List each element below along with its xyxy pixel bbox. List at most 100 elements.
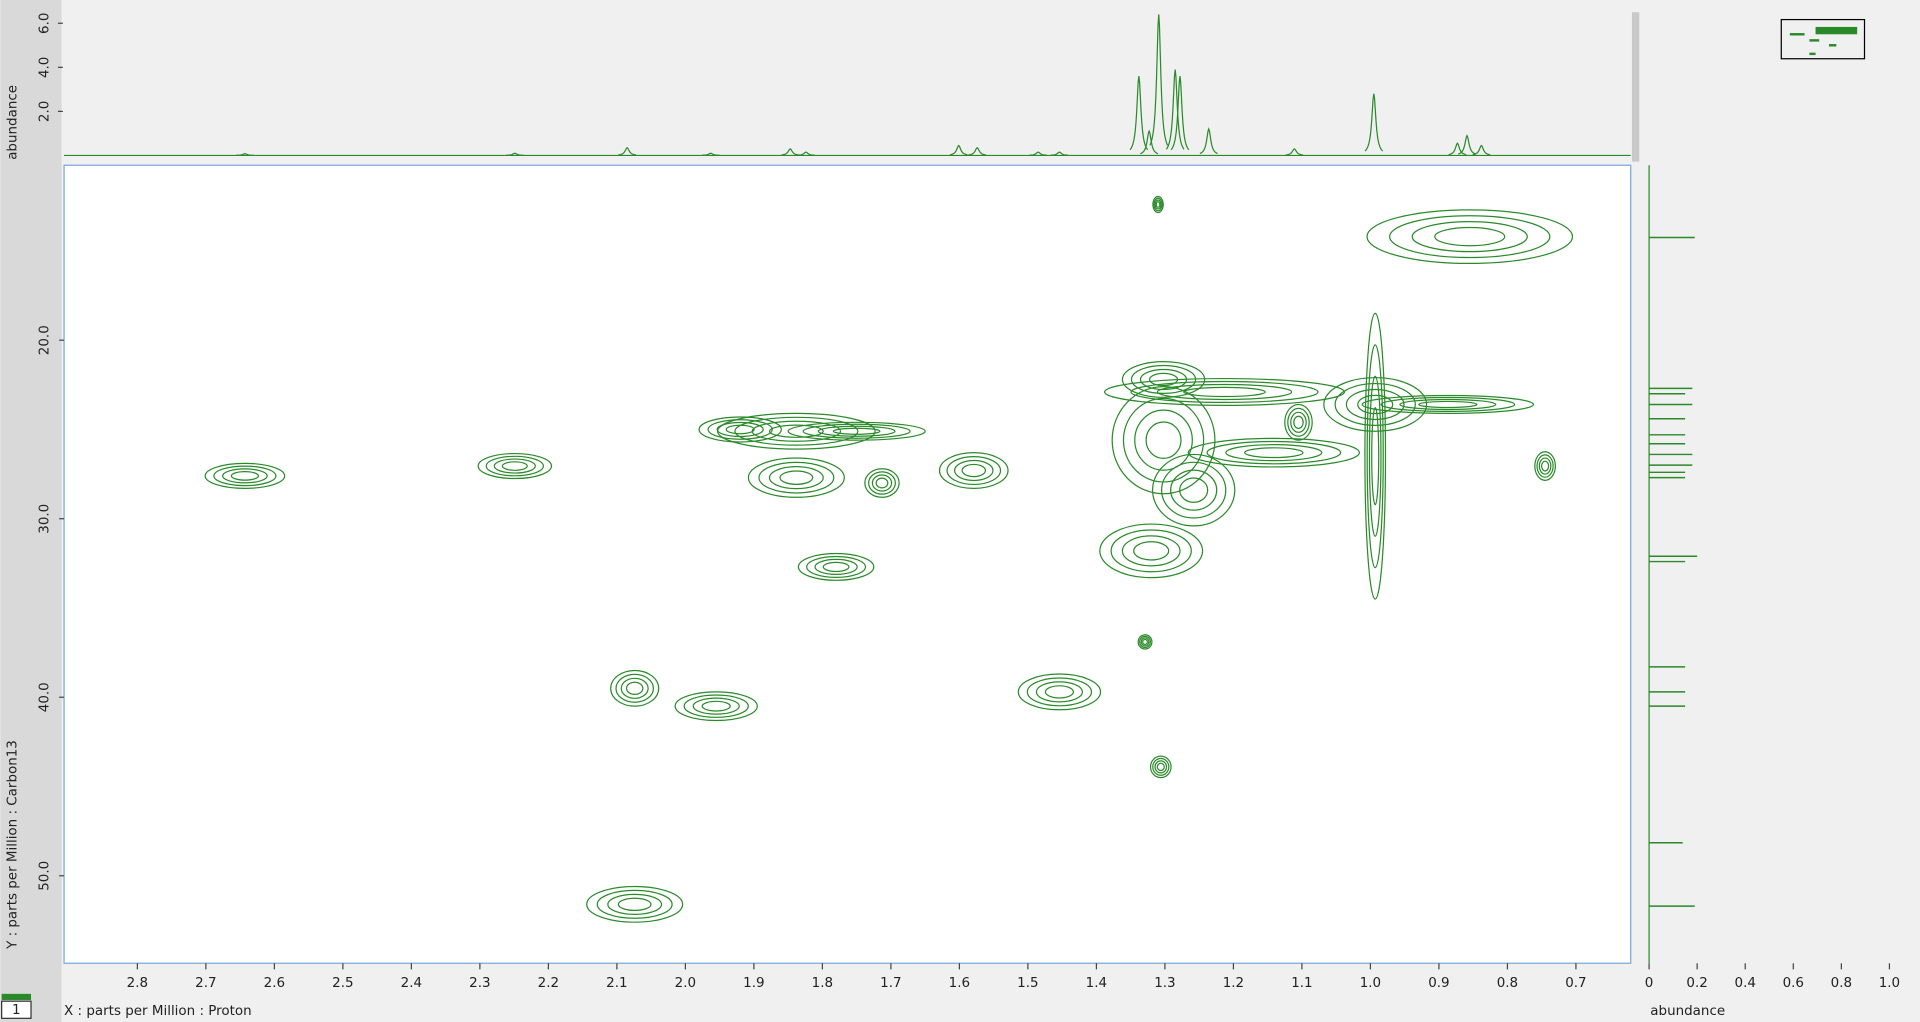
x-tick-label: 0.4	[1735, 976, 1756, 991]
x-tick-label: 2.5	[332, 976, 353, 991]
contour-level	[802, 423, 911, 439]
contour-level	[814, 558, 858, 576]
contour-level	[586, 885, 684, 923]
spectrum-peak	[1140, 129, 1159, 155]
x-axis-label: X : parts per Million : Proton	[64, 1004, 252, 1019]
contour-level	[1170, 469, 1218, 511]
contour-level	[493, 458, 536, 474]
x-tick-label: 0	[1645, 976, 1654, 991]
spectrum-peak	[968, 146, 987, 156]
x-tick-label: 1.9	[743, 976, 764, 991]
contour-level	[1206, 440, 1342, 465]
legend-box[interactable]	[1, 1000, 32, 1019]
contour-level	[1110, 529, 1192, 573]
contour-level	[1368, 375, 1382, 537]
contour-level	[1133, 541, 1170, 561]
contour-level	[1287, 407, 1310, 437]
contour-level	[1156, 383, 1293, 401]
contour-level	[1323, 377, 1428, 432]
contour-level	[1187, 437, 1361, 468]
spectrum-peak	[1285, 148, 1304, 156]
contour-level	[1364, 312, 1387, 600]
contour-level	[797, 552, 875, 581]
contour-level	[610, 669, 660, 707]
contour-level	[230, 471, 260, 481]
contour-level	[1179, 477, 1209, 503]
contour-level	[768, 466, 824, 490]
contour-level	[1284, 403, 1313, 441]
minimap-content	[1789, 26, 1858, 56]
contour-level	[1111, 385, 1216, 495]
x-tick-label: 0.9	[1428, 976, 1449, 991]
contour-level	[1334, 382, 1416, 426]
contour-level	[204, 462, 286, 489]
contour-level	[1366, 344, 1384, 569]
x-tick-label: 2.2	[538, 976, 559, 991]
contour-level	[596, 889, 673, 919]
contour-level	[1155, 201, 1161, 208]
legend-label[interactable]: 1	[12, 1003, 21, 1018]
contour-level	[617, 897, 652, 912]
contour-level	[871, 474, 893, 492]
contour-level	[1388, 215, 1551, 259]
contour-level	[485, 455, 545, 477]
contour-level	[1540, 460, 1550, 472]
contour-level	[1357, 394, 1394, 415]
x-tick-label: 2.0	[675, 976, 696, 991]
y-axis-label: Y : parts per Million : Carbon13	[6, 740, 21, 950]
spectrum-peak	[949, 144, 968, 156]
x-tick-label: 2.7	[195, 976, 216, 991]
contour-level	[734, 416, 859, 446]
contour-level	[1371, 407, 1380, 506]
x-axis-label: abundance	[1650, 1004, 1725, 1019]
x-tick-label: 0.7	[1565, 976, 1586, 991]
contour-level	[868, 471, 896, 495]
spectrum-peak	[1448, 142, 1467, 156]
spectrum-peak	[797, 151, 815, 156]
spectrum-peak	[236, 153, 254, 156]
x-tick-label: 1.8	[812, 976, 833, 991]
contour-level	[1434, 226, 1506, 247]
x-tick-label: 1.7	[880, 976, 901, 991]
contour-level	[1361, 394, 1535, 414]
x-tick-label: 1.2	[1223, 976, 1244, 991]
contour-level	[1026, 677, 1093, 707]
contour-level	[1152, 195, 1164, 214]
contour-level	[1183, 386, 1266, 398]
spectrum-peak	[1170, 76, 1190, 151]
contour-level	[1225, 444, 1323, 462]
x-tick-label: 0.8	[1831, 976, 1852, 991]
contour-level	[1151, 453, 1236, 527]
contour-level	[1366, 209, 1574, 265]
contour-level	[1137, 634, 1153, 650]
spectrum-peak	[1199, 127, 1218, 155]
contour-level	[758, 461, 835, 494]
contour-level	[701, 700, 731, 712]
contour-level	[787, 421, 926, 441]
contour-level	[1399, 398, 1497, 411]
contour-level	[953, 459, 994, 482]
contour-level	[1145, 421, 1182, 459]
contour-level	[692, 697, 740, 715]
contour-level	[1104, 377, 1345, 406]
contour-level	[768, 424, 824, 438]
contour-level	[607, 893, 663, 915]
contour-level	[1154, 760, 1168, 774]
contour-level	[1156, 762, 1165, 772]
x-tick-label: 1.0	[1879, 976, 1900, 991]
contour-level	[1345, 388, 1405, 421]
contour-level	[1139, 635, 1151, 649]
contour-level	[822, 561, 850, 573]
x-tick-label: 2.1	[606, 976, 627, 991]
contour-level	[806, 555, 867, 578]
x-tick-label: 1.5	[1017, 976, 1038, 991]
contour-level	[1290, 411, 1307, 433]
contour-level	[1534, 451, 1556, 481]
contour-level	[1538, 457, 1552, 475]
contour-level	[1152, 757, 1170, 776]
contour-level	[1161, 461, 1227, 519]
contour-level	[1121, 361, 1206, 398]
contour-level	[707, 419, 773, 440]
